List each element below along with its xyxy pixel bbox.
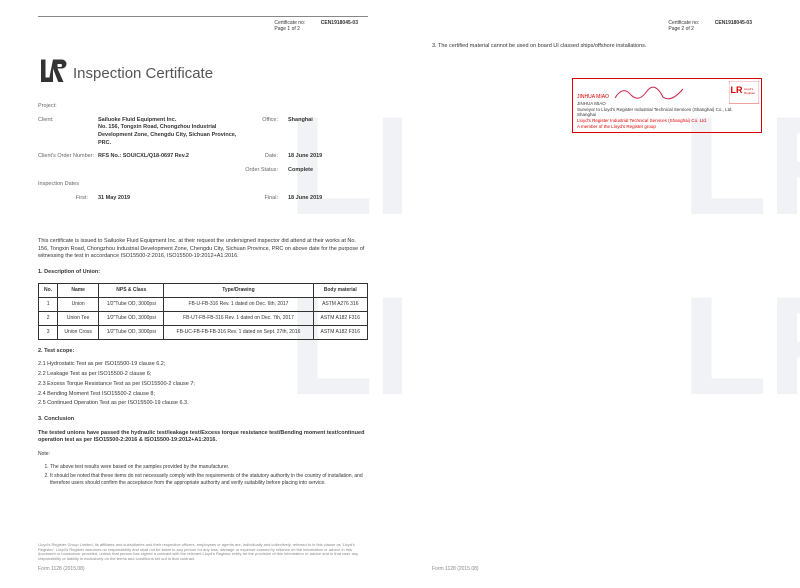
table-cell: Union (58, 297, 99, 311)
table-cell: ASTM A182 F316 (313, 311, 367, 325)
test-item: 2.4 Bending Moment Test ISO15500-2 claus… (38, 391, 368, 399)
table-header: No. (39, 283, 58, 297)
insp-label: Inspection Dates (38, 181, 98, 189)
test-item: 2.3 Excess Torque Resistance Test as per… (38, 381, 368, 389)
table-cell: Union Cross (58, 325, 99, 339)
status-value: Complete (288, 167, 358, 175)
test-list: 2.1 Hydrostatic Test as per ISO15500-19 … (38, 361, 368, 407)
test-item: 2.2 Leakage Test as per ISO15500-2 claus… (38, 371, 368, 379)
sec1-title: 1. Description of Union: (38, 269, 368, 277)
table-cell: 1/2"Tube OD, 3000psi (99, 325, 164, 339)
date-label: Date: (238, 153, 288, 161)
conclusion-text: The tested unions have passed the hydrau… (38, 430, 368, 445)
table-header: Body material (313, 283, 367, 297)
table-header: Type/Drawing (164, 283, 313, 297)
table-row: 1Union1/2"Tube OD, 3000psiFB-U-FB-316 Re… (39, 297, 368, 311)
table-cell: 1 (39, 297, 58, 311)
sec2-title: 2. Test scope: (38, 348, 368, 356)
footer-disclaimer: Lloyd's Register Group Limited, its affi… (38, 543, 368, 562)
office-value: Shanghai (288, 117, 358, 148)
table-header: NPS & Class (99, 283, 164, 297)
table-row: 3Union Cross1/2"Tube OD, 3000psiFB-UC-FB… (39, 325, 368, 339)
first-value: 31 May 2019 (98, 195, 238, 203)
cert-no: CEN1918045-03 (321, 20, 358, 26)
table-cell: Union Tee (58, 311, 99, 325)
page-of-2: Page 2 of 2 (668, 26, 713, 32)
lr-logo-icon (38, 58, 68, 88)
pg2-item-3: 3. The certified material cannot be used… (432, 43, 762, 49)
test-item: 2.1 Hydrostatic Test as per ISO15500-19 … (38, 361, 368, 369)
table-cell: FB-U-FB-316 Rev. 1 dated on Dec. 6th, 20… (164, 297, 313, 311)
first-label: First: (38, 195, 98, 203)
table-cell: 3 (39, 325, 58, 339)
date-value: 18 June 2019 (288, 153, 358, 161)
footer-form-no: Form 1128 (2015.08) (38, 566, 85, 572)
watermark-lr-2: LRLR (682, 94, 800, 494)
project-label: Project: (38, 103, 98, 111)
cert-statement: This certificate is issued to Sailuoke F… (38, 238, 368, 261)
table-cell: FB-UT-FB-FB-316 Rev. 1 dated on Dec. 7th… (164, 311, 313, 325)
table-row: 2Union Tee1/2"Tube OD, 3000psiFB-UT-FB-F… (39, 311, 368, 325)
header-meta-2: Certificate no: CEN1918045-03 Page 2 of … (668, 20, 752, 32)
test-item: 2.5 Continued Operation Test as per ISO1… (38, 400, 368, 408)
union-table: No.NameNPS & ClassType/DrawingBody mater… (38, 283, 368, 340)
office-label: Office: (238, 117, 288, 148)
project-value (98, 103, 238, 111)
page-2: LRLR Certificate no: CEN1918045-03 Page … (402, 8, 792, 580)
cert-no-2: CEN1918045-03 (715, 20, 752, 26)
note-item: The above test results were based on the… (50, 464, 368, 471)
table-cell: 1/2"Tube OD, 3000psi (99, 297, 164, 311)
footer-form-no-2: Form 1128 (2015.08) (432, 566, 479, 572)
svg-text:LR: LR (682, 267, 800, 424)
table-cell: 1/2"Tube OD, 3000psi (99, 311, 164, 325)
table-cell: ASTM A276 316 (313, 297, 367, 311)
page-1: LRLR Certificate no: CEN1918045-03 Page … (8, 8, 398, 580)
client-label: Client: (38, 117, 98, 148)
logo-block: Inspection Certificate (38, 58, 213, 82)
status-label: Order Status: (238, 167, 288, 175)
signature-box: LR Lloyd's Register JINHUA MIAO JINHUA M… (572, 78, 762, 133)
sig-role: Surveyor to Lloyd's Register Industrial … (577, 107, 757, 113)
sec3-title: 3. Conclusion (38, 416, 368, 424)
page-of: Page 1 of 2 (274, 26, 319, 32)
title-divider (38, 16, 368, 17)
body-text: This certificate is issued to Sailuoke F… (38, 238, 368, 489)
table-cell: FB-UC-FB-FB-FB-316 Rev. 1 dated on Sept.… (164, 325, 313, 339)
note-item: It should be noted that these items do n… (50, 473, 368, 487)
info-grid: Project: Client: Sailuoke Fluid Equipmen… (38, 103, 368, 208)
sig-member: A member of the Lloyd's Register group (577, 124, 757, 130)
doc-title: Inspection Certificate (73, 65, 213, 82)
table-header: Name (58, 283, 99, 297)
final-label: Final: (238, 195, 288, 203)
order-value: RFS No.: SOU/CXL/Q18-0697 Rev.2 (98, 153, 238, 161)
header-meta: Certificate no: CEN1918045-03 Page 1 of … (274, 20, 358, 32)
client-value: Sailuoke Fluid Equipment Inc. No. 156, T… (98, 117, 238, 148)
note-label: Note: (38, 451, 368, 458)
pg2-body: 3. The certified material cannot be used… (432, 43, 762, 49)
table-cell: 2 (39, 311, 58, 325)
order-label: Client's Order Number: (38, 153, 98, 161)
final-value: 18 June 2019 (288, 195, 358, 203)
table-cell: ASTM A182 F316 (313, 325, 367, 339)
note-block: Note: The above test results were based … (38, 451, 368, 487)
